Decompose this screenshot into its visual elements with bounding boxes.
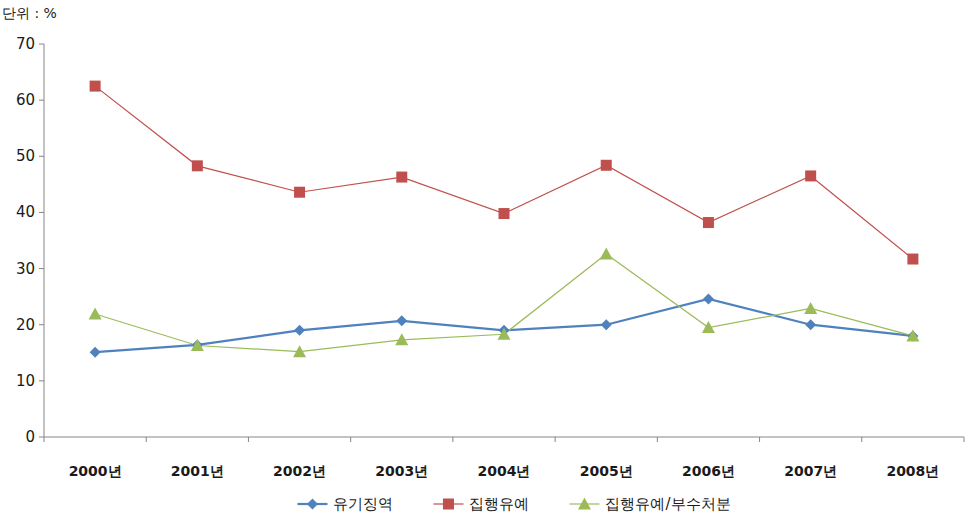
x-tick [44,437,45,442]
series-marker [89,308,102,320]
x-tick [248,437,249,442]
legend-label: 유기징역 [333,495,393,513]
series-marker [805,170,816,181]
y-tick [39,324,44,325]
x-tick-label: 2004년 [478,463,531,479]
series-marker [191,339,204,351]
series-marker [90,81,101,92]
series-line [95,254,913,352]
x-tick [555,437,556,442]
series-marker [90,347,101,358]
x-tick [146,437,147,442]
legend-marker [578,498,591,510]
x-tick-label: 2001년 [171,463,224,479]
series-marker [805,319,816,330]
y-tick [39,437,44,438]
x-tick-label: 2005년 [580,463,633,479]
x-tick-label: 2006년 [682,463,735,479]
series-marker [293,345,306,357]
series-marker [907,254,918,265]
series-marker [395,333,408,345]
series-marker [294,187,305,198]
x-tick [759,437,760,442]
y-tick [39,44,44,45]
series-marker [804,302,817,314]
series-marker [396,172,407,183]
x-tick [861,437,862,442]
series-marker [499,208,510,219]
y-tick-label: 10 [16,372,35,390]
legend: 유기징역 집행유예 집행유예/부수처분 [297,495,730,513]
chart: 단위 : % 0 10 20 30 40 50 60 70 2000년 2001년 2002년 2003… [0,0,977,523]
series-marker [600,247,613,259]
series-marker [601,160,612,171]
y-tick [39,380,44,381]
series-marker [703,293,714,304]
y-tick-label: 60 [16,91,35,109]
x-tick-label: 2007년 [784,463,837,479]
y-tick-label: 50 [16,147,35,165]
series-line [95,299,913,352]
y-axis [44,44,45,437]
y-tick [39,100,44,101]
plot-area [89,81,920,358]
series-marker [703,217,714,228]
series-marker [702,321,715,333]
series-marker [907,330,918,341]
series-marker [192,339,203,350]
y-tick-label: 0 [25,428,35,446]
y-tick-label: 70 [16,35,35,53]
series-marker [498,328,511,340]
x-tick-label: 2002년 [273,463,326,479]
y-tick [39,268,44,269]
x-tick-label: 2000년 [69,463,122,479]
legend-label: 집행유예/부수처분 [605,495,730,513]
x-tick [657,437,658,442]
series-marker [601,319,612,330]
legend-item: 유기징역 [297,495,393,513]
x-tick-label: 2008년 [886,463,939,479]
y-tick [39,212,44,213]
legend-marker [307,499,318,510]
x-tick [452,437,453,442]
series-marker [906,329,919,341]
legend-item: 집행유예/부수처분 [569,495,730,513]
series-line [95,86,913,259]
legend-item: 집행유예 [433,495,529,513]
series-marker [192,160,203,171]
y-tick [39,156,44,157]
legend-marker [443,499,454,510]
x-tick [350,437,351,442]
legend-label: 집행유예 [469,495,529,513]
y-tick-label: 30 [16,260,35,278]
x-tick-label: 2003년 [375,463,428,479]
series-marker [396,315,407,326]
y-tick-label: 20 [16,316,35,334]
unit-label: 단위 : % [2,5,57,21]
series-marker [294,325,305,336]
x-axis [44,437,964,438]
x-tick [964,437,965,442]
y-tick-label: 40 [16,203,35,221]
